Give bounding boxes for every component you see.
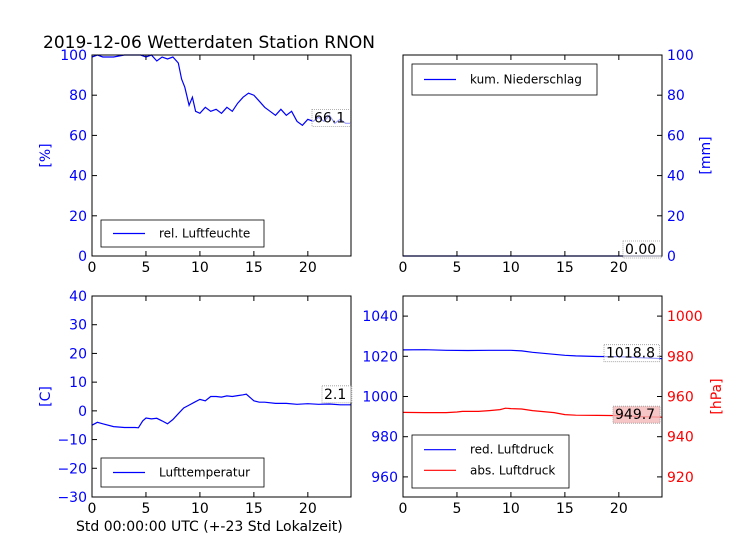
series-line (91, 393, 351, 429)
x-tick-label: 0 (399, 260, 408, 276)
figure-title: 2019-12-06 Wetterdaten Station RNON (43, 33, 375, 53)
last-value-label-left: 1018.8 (606, 346, 655, 362)
x-tick-label: 0 (88, 260, 97, 276)
y-tick-label: 60 (69, 128, 87, 144)
y-tick-label: 40 (667, 169, 685, 185)
y-tick-label: −10 (57, 433, 87, 449)
y-tick-label: 30 (69, 318, 87, 334)
x-tick-label: 5 (141, 260, 150, 276)
last-value-label-left-box (603, 344, 660, 363)
y-axis-label: [mm] (698, 136, 714, 174)
y-tick-label: 80 (69, 88, 87, 104)
legend-frame (411, 434, 570, 489)
last-value-label-box (321, 385, 353, 404)
y-tick-label: 1000 (667, 309, 703, 325)
last-value-label: 66.1 (314, 110, 345, 126)
x-tick-label: 5 (452, 260, 461, 276)
y-axis-label: [%] (38, 143, 54, 167)
x-tick-label: 0 (88, 501, 97, 517)
x-tick-label: 10 (191, 260, 209, 276)
plot-frame (91, 54, 352, 257)
legend-label: abs. Luftdruck (470, 463, 555, 477)
x-tick-label: 5 (452, 501, 461, 517)
x-tick-label: 15 (556, 501, 574, 517)
last-value-label-right-box (612, 405, 661, 424)
last-value-label-box (622, 240, 662, 259)
x-tick-label: 15 (245, 501, 263, 517)
legend-label: kum. Niederschlag (470, 73, 582, 87)
y-tick-label: 20 (69, 209, 87, 225)
y-tick-label: 10 (69, 375, 87, 391)
y-tick-label: 40 (69, 289, 87, 305)
series-line (402, 407, 663, 418)
y-tick-label: 980 (371, 430, 398, 446)
panel-temperature: 0 5 10 15 20 −30 −20 −10 0 10 20 30 40 [C] Lufttempera… (38, 289, 353, 517)
y-tick-label: 1000 (362, 390, 398, 406)
legend-label: red. Luftdruck (470, 443, 554, 457)
x-tick-label: 5 (141, 501, 150, 517)
y-tick-label: 0 (78, 404, 87, 420)
y-tick-label: 960 (371, 470, 398, 486)
y-tick-label: 0 (78, 249, 87, 265)
x-tick-label: 20 (299, 501, 317, 517)
y-tick-label: 920 (667, 470, 694, 486)
y-tick-label: 980 (667, 349, 694, 365)
y-tick-label: −30 (57, 490, 87, 506)
y-tick-label: −20 (57, 461, 87, 477)
y-tick-label: 1040 (362, 309, 398, 325)
legend-label: rel. Luftfeuchte (159, 227, 250, 241)
last-value-label-box (311, 108, 351, 127)
y-tick-label: 40 (69, 169, 87, 185)
y-axis-label: [hPa] (709, 378, 725, 414)
y-tick-label: 960 (667, 390, 694, 406)
x-tick-label: 20 (610, 260, 628, 276)
y-tick-label: 0 (667, 249, 676, 265)
last-value-label: 0.00 (625, 242, 656, 258)
plot-frame (402, 54, 663, 257)
y-tick-label: 100 (667, 48, 694, 64)
y-axis-label: [C] (38, 386, 54, 407)
x-tick-label: 10 (191, 501, 209, 517)
x-tick-label: 15 (245, 260, 263, 276)
last-value-label: 2.1 (324, 387, 346, 403)
y-tick-label: 80 (667, 88, 685, 104)
x-tick-label: 0 (399, 501, 408, 517)
legend-label: Lufttemperatur (159, 466, 250, 480)
panel-pressure: 0 5 10 15 20 960 980 1000 1020 1040 920 940 960 980 10… (362, 295, 725, 517)
figure-xlabel: Std 00:00:00 UTC (+-23 Std Lokalzeit) (76, 519, 343, 535)
y-tick-label: 100 (60, 48, 87, 64)
y-tick-label: 940 (667, 430, 694, 446)
x-tick-label: 10 (502, 260, 520, 276)
y-tick-label: 1020 (362, 349, 398, 365)
x-tick-label: 10 (502, 501, 520, 517)
panel-humidity: 0 5 10 15 20 0 20 40 60 80 100 [%] rel. Luftfeuchte 6… (38, 48, 352, 276)
x-tick-label: 15 (556, 260, 574, 276)
y-tick-label: 20 (667, 209, 685, 225)
x-tick-label: 20 (610, 501, 628, 517)
panel-precip: 0 5 10 15 20 0 20 40 60 80 100 [mm] kum. Niederschla… (399, 48, 714, 276)
x-tick-label: 20 (299, 260, 317, 276)
y-tick-label: 20 (69, 346, 87, 362)
last-value-label-right: 949.7 (615, 407, 655, 423)
y-tick-label: 60 (667, 128, 685, 144)
